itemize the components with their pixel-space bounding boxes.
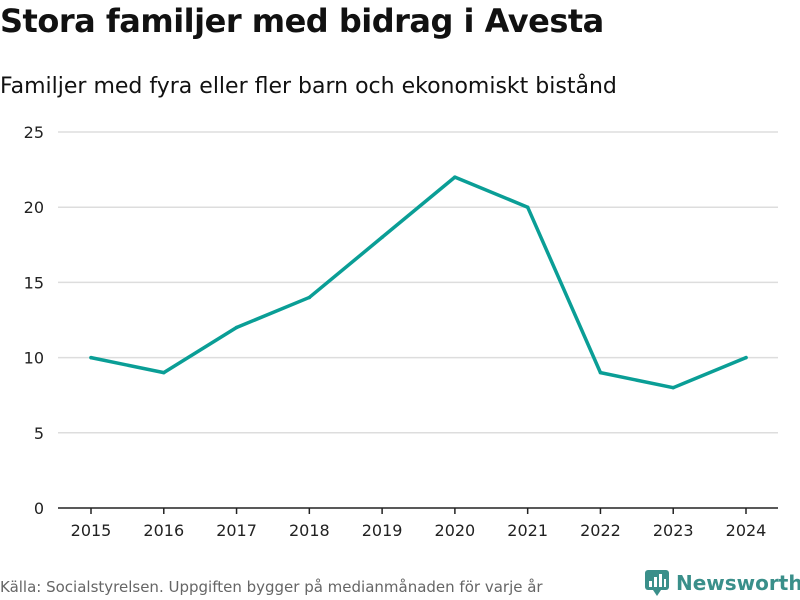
y-axis-tick-labels: 0 5 10 15 20 25 <box>24 123 44 518</box>
data-point <box>744 355 748 360</box>
source-note: Källa: Socialstyrelsen. Uppgiften bygger… <box>0 578 543 596</box>
newsworthy-logo-icon <box>645 570 669 596</box>
y-tick-label: 20 <box>24 198 44 217</box>
x-tick-label: 2016 <box>143 521 184 540</box>
x-tick-label: 2021 <box>507 521 548 540</box>
x-tick-label: 2017 <box>216 521 257 540</box>
data-point <box>525 205 530 209</box>
data-point <box>234 325 239 330</box>
x-tick-label: 2024 <box>726 521 767 540</box>
y-tick-label: 10 <box>24 349 44 368</box>
data-point <box>307 295 312 300</box>
y-tick-label: 5 <box>34 424 44 443</box>
x-tick-label: 2015 <box>71 521 112 540</box>
data-point <box>598 370 603 375</box>
x-tick-label: 2023 <box>653 521 694 540</box>
grid-lines <box>58 131 778 434</box>
series-line-0 <box>89 175 748 390</box>
series-layer <box>89 175 748 390</box>
y-tick-label: 15 <box>24 273 44 292</box>
brand-logo[interactable]: Newsworthy <box>644 569 800 597</box>
y-tick-label: 25 <box>24 123 44 142</box>
x-tick-label: 2020 <box>435 521 476 540</box>
data-point <box>162 370 166 375</box>
x-tick-label: 2018 <box>289 521 330 540</box>
y-tick-label: 0 <box>34 499 44 518</box>
data-point <box>380 235 384 240</box>
x-tick-label: 2022 <box>580 521 621 540</box>
x-axis-tick-labels: 2015 2016 2017 2018 2019 2020 2021 2022 2023 2024 <box>71 508 767 540</box>
data-point <box>89 355 93 360</box>
brand-name: Newsworthy <box>676 571 800 595</box>
x-tick-label: 2019 <box>362 521 403 540</box>
data-point <box>453 175 457 179</box>
data-point <box>671 385 675 390</box>
chart-subtitle: Familjer med fyra eller fler barn och ek… <box>0 74 617 99</box>
chart-title: Stora familjer med bidrag i Avesta <box>0 2 604 40</box>
